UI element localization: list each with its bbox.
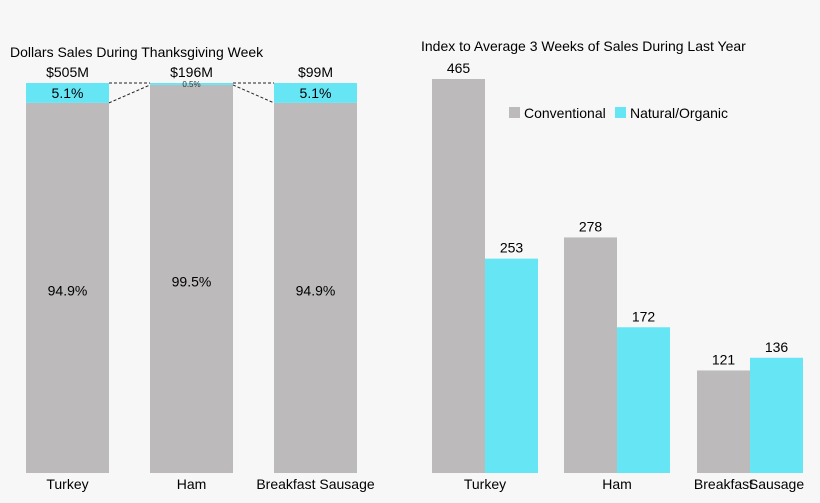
bar-conventional-breakfast-sausage	[274, 102, 357, 473]
data-label-organic-turkey: 5.1%	[52, 85, 84, 101]
left-chart-title: Dollars Sales During Thanksgiving Week	[10, 44, 264, 60]
data-label-organic-breakfast-sausage: 5.1%	[300, 85, 332, 101]
data-label-organic-ham: 0.5%	[182, 80, 200, 89]
category-label-turkey: Turkey	[464, 476, 506, 492]
data-label-conventional-ham: 99.5%	[172, 274, 212, 290]
legend: Conventional Natural/Organic	[509, 105, 728, 121]
legend-label-natural-organic: Natural/Organic	[630, 105, 728, 121]
right-chart-title: Index to Average 3 Weeks of Sales During…	[421, 38, 746, 54]
left-bars	[26, 83, 357, 473]
left-chart: Dollars Sales During Thanksgiving Week $…	[10, 44, 375, 492]
total-label-breakfast-sausage: $99M	[298, 64, 333, 80]
data-label-conventional-turkey: 94.9%	[48, 282, 88, 298]
category-label-ham: Ham	[177, 476, 207, 492]
data-label-conventional-breakfast-sausage: 94.9%	[296, 282, 336, 298]
category-label-breakfast-sausage: Breakfast Sausage	[256, 476, 375, 492]
legend-swatch-conventional	[509, 107, 520, 118]
total-label-turkey: $505M	[46, 64, 89, 80]
connector-bottom-1	[232, 84, 275, 104]
total-label-ham: $196M	[170, 64, 213, 80]
bar-conventional-ham	[150, 84, 233, 473]
bar-conventional-ham	[564, 237, 617, 473]
bar-organic-ham	[150, 83, 233, 85]
bar-natural-organic-ham	[617, 327, 670, 473]
bar-conventional-breakfast-sausage	[697, 370, 750, 473]
value-label-conventional-breakfast-sausage: 121	[712, 351, 736, 367]
value-label-conventional-ham: 278	[579, 218, 603, 234]
category-label-breakfast-sausage-line1: Breakfast	[694, 476, 753, 492]
connector-bottom-0	[108, 84, 151, 104]
value-label-natural-organic-breakfast-sausage: 136	[765, 339, 789, 355]
bar-organic-breakfast-sausage	[274, 83, 357, 103]
bar-conventional-turkey	[432, 79, 485, 473]
bar-natural-organic-turkey	[485, 258, 538, 473]
left-connectors	[108, 82, 275, 104]
right-bars	[432, 79, 803, 473]
value-label-natural-organic-ham: 172	[632, 308, 656, 324]
right-chart: Index to Average 3 Weeks of Sales During…	[421, 38, 804, 492]
category-label-turkey: Turkey	[46, 476, 88, 492]
category-label-ham: Ham	[602, 476, 632, 492]
right-labels: 465 253 Turkey 278 172 Ham 121 136 BreakfastSaus…	[447, 60, 805, 492]
category-label-breakfast-sausage-line2: Sausage	[749, 476, 804, 492]
value-label-natural-organic-turkey: 253	[500, 240, 524, 256]
bar-conventional-turkey	[26, 102, 109, 473]
legend-label-conventional: Conventional	[524, 105, 606, 121]
bar-organic-turkey	[26, 83, 109, 103]
value-label-conventional-turkey: 465	[447, 60, 471, 76]
bar-natural-organic-breakfast-sausage	[750, 357, 803, 473]
legend-swatch-natural-organic	[615, 107, 626, 118]
